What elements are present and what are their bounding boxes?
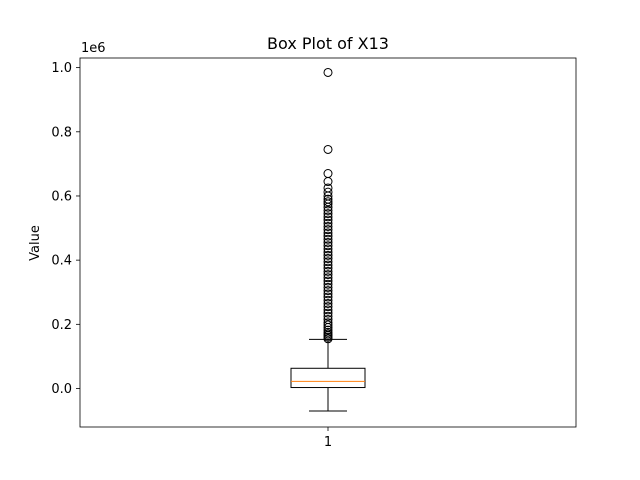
outlier-point: [323, 282, 333, 292]
outlier-point: [323, 305, 333, 315]
outlier-point: [323, 308, 333, 318]
outlier-point: [323, 325, 333, 335]
y-tick-label: 0.8: [51, 125, 72, 140]
outlier-point: [323, 260, 333, 270]
outlier-point: [323, 197, 333, 207]
outlier-point: [323, 67, 333, 77]
iqr-box: [290, 367, 366, 389]
y-scale-multiplier: 1e6: [81, 41, 106, 56]
y-axis-label: Value: [28, 225, 43, 261]
chart-title: Box Plot of X13: [267, 34, 389, 53]
outlier-point: [323, 266, 333, 276]
outlier-point: [323, 215, 333, 225]
outlier-point: [323, 327, 333, 337]
outlier-point: [323, 302, 333, 312]
outlier-point: [323, 234, 333, 244]
outlier-point: [323, 320, 333, 330]
outlier-point: [323, 194, 333, 204]
outlier-point: [323, 238, 333, 247]
plot-area: 0.0 0.2 0.4 0.6 0.8 1.0 1: [51, 57, 577, 450]
outlier-point: [323, 250, 333, 260]
outlier-point: [323, 263, 333, 273]
outlier-point: [323, 209, 333, 219]
outlier-point: [323, 318, 333, 328]
outlier-point: [323, 273, 333, 283]
outlier-point: [323, 247, 333, 257]
outlier-point: [323, 169, 333, 179]
x-tick-label: 1: [324, 435, 332, 450]
outlier-point: [323, 276, 333, 286]
outlier-point: [323, 295, 333, 305]
outlier-point: [323, 311, 333, 321]
outlier-point: [323, 257, 333, 267]
y-tick-label: 1.0: [51, 61, 72, 76]
outlier-point: [323, 187, 333, 197]
outlier-point: [323, 279, 333, 289]
plot-frame: [79, 57, 577, 428]
outlier-point: [323, 298, 333, 308]
outlier-point: [323, 228, 333, 238]
outlier-point: [323, 286, 333, 296]
outlier-point: [323, 225, 333, 235]
y-tick-label: 0.2: [51, 318, 72, 333]
outlier-point: [323, 183, 333, 193]
outlier-point: [323, 205, 333, 215]
outlier-point: [323, 292, 333, 302]
outlier-point: [323, 315, 333, 325]
outlier-point: [323, 144, 333, 154]
outlier-point: [323, 270, 333, 280]
y-tick-label: 0.0: [51, 382, 72, 397]
outlier-point: [323, 221, 333, 231]
outlier-point: [323, 212, 333, 222]
outlier-point: [323, 241, 333, 251]
outlier-point: [323, 231, 333, 241]
outlier-point: [323, 254, 333, 264]
outlier-point: [323, 218, 333, 228]
y-tick-label: 0.6: [51, 189, 72, 204]
outlier-point: [323, 244, 333, 254]
y-tick-label: 0.4: [51, 254, 72, 269]
outlier-point: [323, 289, 333, 299]
